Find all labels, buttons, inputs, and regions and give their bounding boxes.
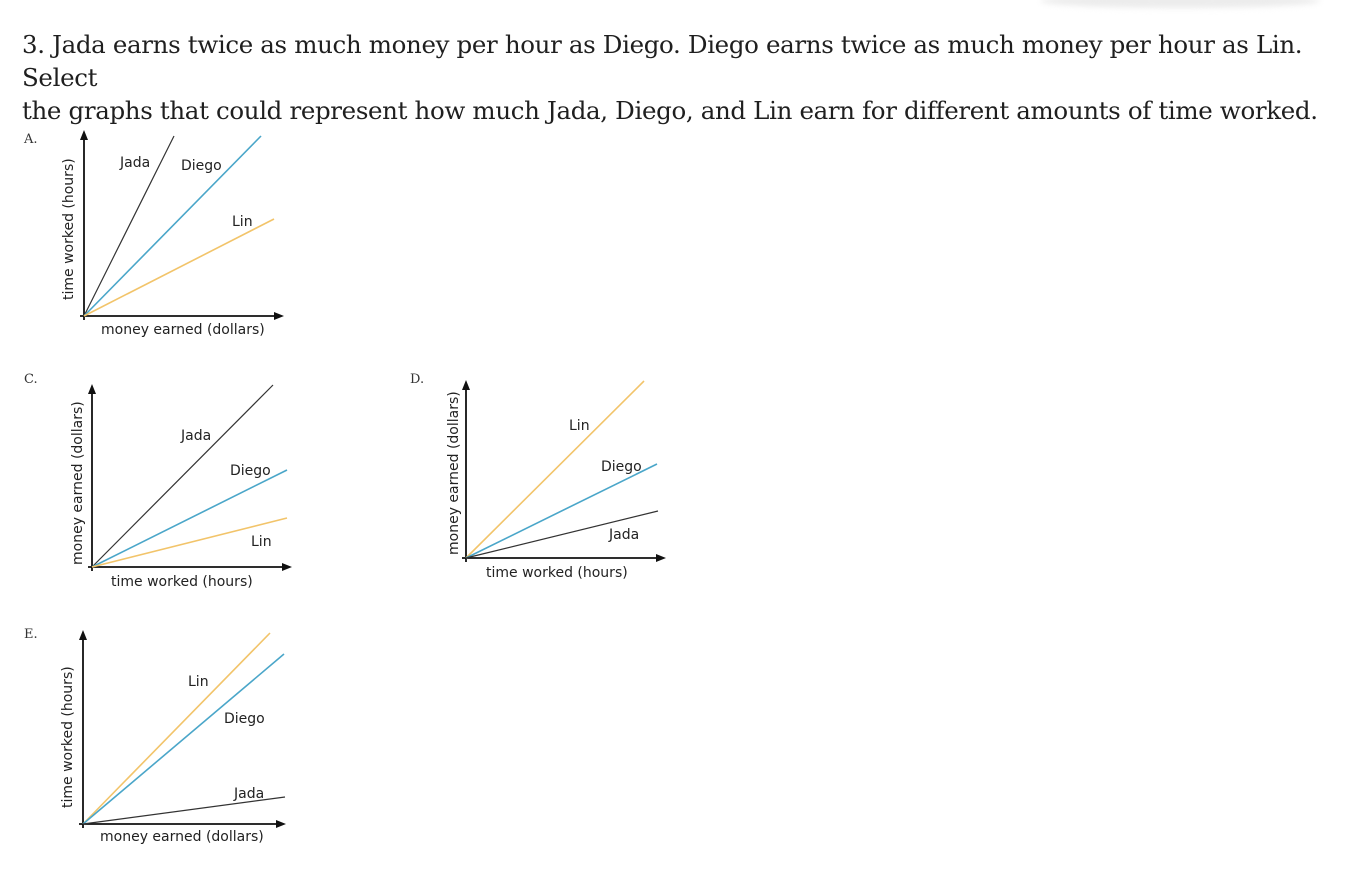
graph-e-line-jada xyxy=(82,796,286,825)
graph-d-line-diego xyxy=(465,463,658,559)
graph-d-label-lin: Lin xyxy=(569,418,590,434)
graph-e-y-arrow xyxy=(79,630,87,640)
graph-c-x-arrow xyxy=(282,563,292,571)
graph-d-xlabel: time worked (hours) xyxy=(486,565,628,581)
graph-a-line-diego xyxy=(83,135,262,317)
graph-c-label-lin: Lin xyxy=(251,534,272,550)
option-c-letter: C. xyxy=(24,372,38,387)
graph-a-line-jada xyxy=(83,135,175,317)
graph-d-x-arrow xyxy=(656,554,666,562)
graph-c-xlabel: time worked (hours) xyxy=(111,574,253,590)
graph-c-line-diego xyxy=(91,469,288,568)
graph-c-y-arrow xyxy=(88,384,96,394)
graph-d-ylabel: money earned (dollars) xyxy=(446,391,462,555)
graph-e-x-arrow xyxy=(276,820,286,828)
graph-a-y-arrow xyxy=(80,130,88,140)
graph-e-label-jada: Jada xyxy=(233,786,264,802)
graph-a-x-arrow xyxy=(274,312,284,320)
graph-a-label-diego: Diego xyxy=(181,158,222,174)
graph-a-xlabel: money earned (dollars) xyxy=(101,322,265,338)
graph-d-label-diego: Diego xyxy=(601,459,642,475)
graph-a-label-jada: Jada xyxy=(119,155,150,171)
graph-a-label-lin: Lin xyxy=(232,214,253,230)
graph-d-line-jada xyxy=(465,510,659,559)
graph-e-label-lin: Lin xyxy=(188,674,209,690)
graph-d-label-jada: Jada xyxy=(608,527,639,543)
graph-e-line-diego xyxy=(82,653,285,825)
graph-c-label-jada: Jada xyxy=(180,428,211,444)
graph-a-ylabel: time worked (hours) xyxy=(61,158,77,300)
graph-d-line-lin xyxy=(465,380,645,559)
option-d-letter: D. xyxy=(410,372,425,387)
graph-c-label-diego: Diego xyxy=(230,463,271,479)
graph-a-line-lin xyxy=(83,218,275,317)
option-a-letter: A. xyxy=(24,132,38,147)
option-e-letter: E. xyxy=(24,627,38,642)
graph-e-ylabel: time worked (hours) xyxy=(60,666,76,808)
graph-c-ylabel: money earned (dollars) xyxy=(70,401,86,565)
graph-c-line-lin xyxy=(91,517,288,568)
graph-e-line-lin xyxy=(82,632,271,825)
question-line-2: the graphs that could represent how much… xyxy=(22,96,1318,125)
question-text: 3. Jada earns twice as much money per ho… xyxy=(22,28,1342,127)
graph-e-xlabel: money earned (dollars) xyxy=(100,829,264,845)
question-line-1: 3. Jada earns twice as much money per ho… xyxy=(22,30,1303,92)
graph-c-line-jada xyxy=(91,384,274,568)
graph-d-y-arrow xyxy=(462,380,470,390)
graph-e-label-diego: Diego xyxy=(224,711,265,727)
page-edge-shadow xyxy=(1040,0,1320,8)
